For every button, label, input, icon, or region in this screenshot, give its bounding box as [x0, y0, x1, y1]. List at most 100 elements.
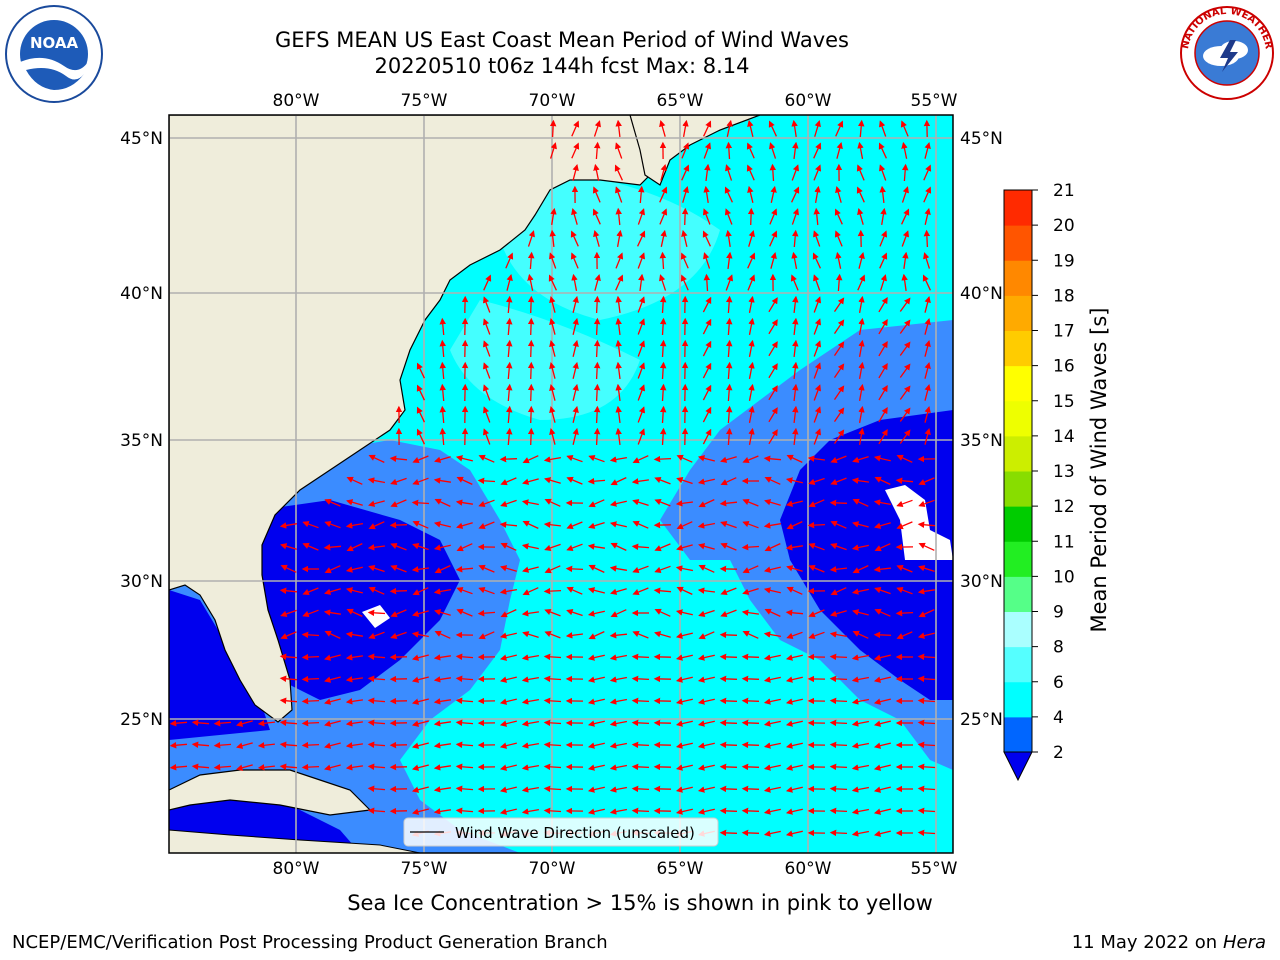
- wave-direction-arrow: [768, 363, 778, 379]
- wave-direction-arrow: [483, 274, 492, 291]
- map-panel: [169, 115, 953, 853]
- footer-credit: NCEP/EMC/Verification Post Processing Pr…: [12, 932, 608, 953]
- wave-direction-arrow: [593, 339, 601, 358]
- colorbar-segment: [1004, 681, 1032, 718]
- wave-direction-arrow: [279, 653, 298, 660]
- wave-direction-arrow: [587, 477, 606, 485]
- wave-direction-arrow: [433, 764, 451, 771]
- wave-direction-arrow: [873, 676, 891, 683]
- wave-direction-arrow: [543, 587, 562, 595]
- wave-direction-arrow: [808, 609, 825, 618]
- wave-direction-arrow: [433, 786, 451, 793]
- wave-direction-arrow: [367, 675, 386, 683]
- chart-title: GEFS MEAN US East Coast Mean Period of W…: [275, 28, 849, 52]
- wave-direction-arrow: [482, 296, 491, 313]
- wave-direction-arrow: [702, 406, 712, 423]
- wave-direction-arrow: [609, 565, 628, 572]
- wave-direction-arrow: [901, 141, 908, 159]
- wave-direction-arrow: [879, 164, 887, 181]
- wave-direction-arrow: [814, 120, 821, 137]
- wave-direction-arrow: [741, 543, 760, 551]
- wave-direction-arrow: [390, 477, 407, 485]
- wave-direction-arrow: [478, 499, 495, 508]
- map-gridlines: [169, 115, 953, 853]
- wave-direction-arrow: [830, 455, 847, 464]
- colorbar-segment: [1004, 611, 1032, 648]
- wave-direction-arrow: [434, 498, 451, 507]
- colorbar-segment: [1004, 295, 1032, 331]
- wave-direction-arrow: [675, 698, 693, 705]
- wave-direction-arrow: [924, 142, 931, 159]
- wave-direction-arrow: [747, 185, 754, 203]
- wave-direction-arrow: [896, 564, 913, 573]
- wave-direction-arrow: [609, 742, 628, 749]
- wave-direction-arrow: [572, 405, 579, 423]
- wave-direction-arrow: [813, 362, 822, 379]
- lat-label: 40°N: [120, 284, 163, 304]
- wave-direction-arrow: [169, 764, 188, 771]
- wave-direction-arrow: [764, 476, 781, 485]
- wave-direction-arrow: [792, 295, 799, 313]
- wave-direction-arrow: [543, 785, 562, 793]
- wave-direction-arrow: [697, 742, 715, 749]
- wave-direction-arrow: [368, 586, 385, 595]
- lat-labels-left: 45°N 40°N 35°N 30°N 25°N: [120, 129, 163, 730]
- wave-direction-arrow: [923, 252, 931, 269]
- wave-direction-arrow: [899, 297, 911, 312]
- wave-direction-arrow: [878, 340, 888, 357]
- wave-direction-arrow: [439, 317, 446, 336]
- wave-direction-arrow: [792, 427, 799, 445]
- wave-direction-arrow: [587, 654, 605, 661]
- wave-direction-arrow: [698, 631, 715, 640]
- wave-direction-arrow: [367, 477, 386, 484]
- wave-direction-arrow: [499, 632, 517, 639]
- wave-direction-arrow: [637, 406, 646, 423]
- wave-direction-arrow: [521, 786, 540, 793]
- colorbar-segment: [1004, 541, 1032, 577]
- wave-direction-arrow: [813, 230, 821, 247]
- wave-direction-arrow: [899, 319, 911, 334]
- wave-direction-arrow: [632, 587, 649, 596]
- wave-direction-arrow: [878, 406, 888, 423]
- wave-direction-arrow: [615, 142, 623, 159]
- wave-direction-arrow: [918, 542, 935, 551]
- wave-direction-arrow: [748, 295, 755, 314]
- wave-direction-arrow: [500, 542, 517, 551]
- wave-direction-arrow: [615, 207, 622, 226]
- wave-direction-arrow: [785, 808, 803, 815]
- lat-label: 30°N: [120, 572, 163, 592]
- colorbar-tick-label: 19: [1053, 251, 1075, 271]
- wave-direction-arrow: [482, 318, 491, 335]
- wave-direction-arrow: [785, 786, 803, 793]
- wave-direction-arrow: [631, 763, 650, 771]
- wave-direction-arrow: [593, 427, 601, 446]
- wave-direction-arrow: [879, 120, 887, 137]
- wave-direction-arrow: [836, 142, 843, 159]
- wave-direction-arrow: [572, 164, 579, 181]
- wave-direction-arrow: [918, 565, 935, 573]
- wave-direction-arrow: [455, 455, 473, 462]
- wave-direction-arrow: [654, 565, 671, 573]
- wave-direction-arrow: [367, 719, 386, 727]
- wave-direction-arrow: [747, 119, 754, 137]
- wave-direction-arrow: [615, 295, 622, 313]
- wave-direction-arrow: [412, 455, 429, 464]
- wave-direction-arrow: [769, 163, 777, 182]
- wave-direction-arrow: [922, 274, 931, 291]
- wave-direction-arrow: [615, 274, 624, 291]
- wave-direction-arrow: [632, 520, 649, 529]
- wave-direction-arrow: [499, 786, 517, 793]
- wave-direction-arrow: [506, 274, 513, 291]
- wave-direction-arrow: [521, 808, 540, 815]
- wave-direction-arrow: [499, 808, 517, 815]
- wave-direction-arrow: [724, 186, 733, 203]
- wave-direction-arrow: [748, 383, 755, 402]
- colorbar-tick-label: 9: [1053, 603, 1064, 623]
- wave-direction-arrow: [637, 384, 646, 401]
- wave-direction-arrow: [549, 119, 557, 138]
- wave-direction-arrow: [879, 185, 886, 203]
- wave-direction-arrow: [834, 230, 843, 247]
- ocean-field-under-2-gulf: [169, 590, 270, 740]
- wave-direction-arrow: [918, 609, 935, 618]
- wave-direction-arrow: [346, 476, 363, 485]
